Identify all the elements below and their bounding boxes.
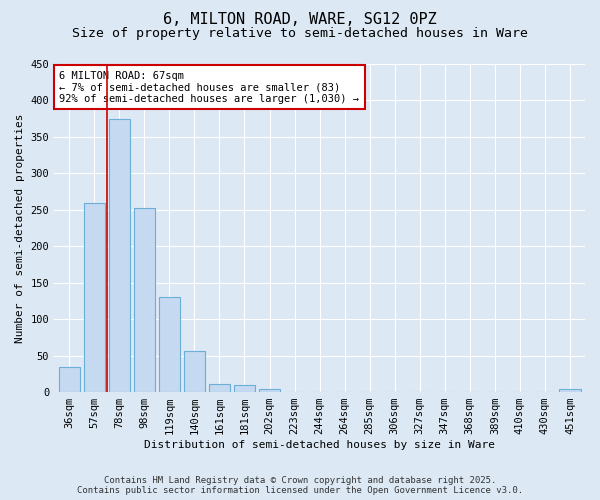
X-axis label: Distribution of semi-detached houses by size in Ware: Distribution of semi-detached houses by … bbox=[144, 440, 495, 450]
Bar bbox=[259, 389, 280, 392]
Bar bbox=[234, 385, 255, 392]
Bar bbox=[159, 298, 180, 392]
Bar bbox=[83, 202, 105, 392]
Bar bbox=[209, 384, 230, 392]
Bar bbox=[134, 208, 155, 392]
Bar bbox=[559, 389, 581, 392]
Bar bbox=[59, 366, 80, 392]
Text: 6 MILTON ROAD: 67sqm
← 7% of semi-detached houses are smaller (83)
92% of semi-d: 6 MILTON ROAD: 67sqm ← 7% of semi-detach… bbox=[59, 70, 359, 104]
Text: Contains HM Land Registry data © Crown copyright and database right 2025.
Contai: Contains HM Land Registry data © Crown c… bbox=[77, 476, 523, 495]
Text: 6, MILTON ROAD, WARE, SG12 0PZ: 6, MILTON ROAD, WARE, SG12 0PZ bbox=[163, 12, 437, 28]
Y-axis label: Number of semi-detached properties: Number of semi-detached properties bbox=[15, 114, 25, 343]
Text: Size of property relative to semi-detached houses in Ware: Size of property relative to semi-detach… bbox=[72, 28, 528, 40]
Bar bbox=[109, 118, 130, 392]
Bar bbox=[184, 350, 205, 392]
